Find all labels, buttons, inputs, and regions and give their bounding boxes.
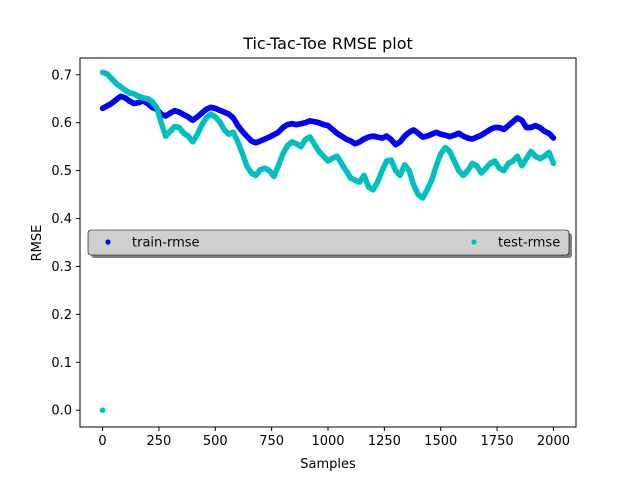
legend-marker-test bbox=[471, 239, 477, 245]
x-tick-label: 1750 bbox=[481, 434, 514, 449]
y-tick-label: 0.5 bbox=[51, 164, 72, 179]
x-tick-label: 0 bbox=[98, 434, 106, 449]
legend-label-train: train-rmse bbox=[132, 236, 200, 251]
x-tick-label: 1250 bbox=[368, 434, 401, 449]
x-tick-label: 750 bbox=[259, 434, 284, 449]
x-tick-label: 500 bbox=[203, 434, 228, 449]
data-point bbox=[550, 135, 557, 141]
y-tick-label: 0.6 bbox=[51, 116, 72, 131]
x-axis-label: Samples bbox=[300, 457, 356, 472]
series-test-rmse bbox=[99, 69, 557, 414]
legend-box bbox=[87, 229, 570, 256]
x-axis-ticks: 0 250 500 750 1000 1250 1500 1750 2000 bbox=[98, 427, 570, 449]
x-tick-label: 1000 bbox=[311, 434, 344, 449]
y-tick-label: 0.2 bbox=[51, 308, 72, 323]
data-point bbox=[550, 160, 557, 167]
legend: train-rmse test-rmse bbox=[87, 229, 572, 258]
legend-marker-train bbox=[105, 239, 111, 245]
y-axis-ticks: 0.0 0.1 0.2 0.3 0.4 0.5 0.6 0.7 bbox=[51, 68, 80, 419]
y-tick-label: 0.7 bbox=[51, 68, 72, 83]
data-point bbox=[99, 407, 106, 414]
x-tick-label: 2000 bbox=[537, 434, 570, 449]
legend-label-test: test-rmse bbox=[498, 236, 560, 251]
y-tick-label: 0.1 bbox=[51, 356, 72, 371]
series-train-rmse bbox=[99, 93, 557, 148]
y-axis-label: RMSE bbox=[30, 225, 45, 262]
y-tick-label: 0.3 bbox=[51, 260, 72, 275]
y-tick-label: 0.0 bbox=[51, 404, 72, 419]
chart-title: Tic-Tac-Toe RMSE plot bbox=[242, 34, 413, 53]
y-tick-label: 0.4 bbox=[51, 212, 72, 227]
plot-points bbox=[99, 69, 557, 414]
x-tick-label: 250 bbox=[146, 434, 171, 449]
x-tick-label: 1500 bbox=[424, 434, 457, 449]
